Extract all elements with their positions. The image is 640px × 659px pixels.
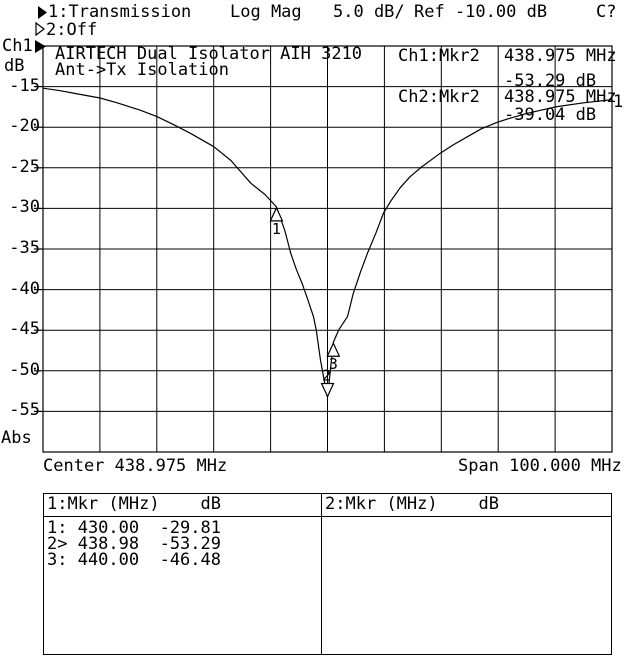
ref-level-label: Ref -10.00 dB <box>414 2 548 22</box>
channel-label: Ch1 <box>2 36 33 56</box>
marker-table-body-ch2 <box>322 517 611 520</box>
marker-table-row: 2> 438.98 -53.29 <box>47 534 221 554</box>
ch2-inactive-arrow-icon <box>35 21 45 37</box>
y-axis-label: -55 <box>9 400 40 421</box>
marker-3-number: 3 <box>329 355 338 373</box>
graph-title-line1: AIRTECH Dual Isolator AIH 3210 <box>55 44 363 64</box>
marker-table-header-ch1: 1:Mkr (MHz) dB <box>44 494 321 517</box>
graph-title-line2: Ant->Tx Isolation <box>55 60 229 80</box>
ref-level-arrow-icon <box>35 40 46 53</box>
y-axis-label: -15 <box>9 75 40 96</box>
y-axis-label: -50 <box>9 359 40 380</box>
cal-status-label: C? <box>596 2 617 22</box>
marker-table-body-ch1: 1: 430.00 -29.81 2> 438.98 -53.29 3: 440.0… <box>44 517 321 570</box>
marker-table-header-ch2: 2:Mkr (MHz) dB <box>322 494 611 517</box>
marker-3-symbol <box>326 341 341 357</box>
trace-number-label: 1 <box>613 92 624 112</box>
info-ch1-value: -53.29 dB <box>504 71 597 91</box>
y-unit-label: dB <box>4 56 25 76</box>
marker-1-number: 1 <box>272 220 281 238</box>
y-axis-label: -40 <box>9 278 40 299</box>
y-axis-label: -20 <box>9 116 40 137</box>
marker-1-symbol <box>269 206 284 222</box>
y-axis-label: -30 <box>9 197 40 218</box>
center-frequency-label: Center 438.975 MHz <box>43 456 228 476</box>
marker-table-row: 3: 440.00 -46.48 <box>47 550 221 570</box>
marker-table-panel-ch1: 1:Mkr (MHz) dB 1: 430.00 -29.81 2> 438.98… <box>44 494 322 654</box>
info-ch1-marker: Ch1:Mkr2 <box>398 46 480 66</box>
y-axis-label: -35 <box>9 238 40 258</box>
info-ch2-marker: Ch2:Mkr2 <box>398 87 480 107</box>
ch1-active-arrow-icon <box>38 6 47 19</box>
marker-table-row: 1: 430.00 -29.81 <box>47 518 221 538</box>
info-ch2-freq: 438.975 MHz <box>504 87 617 107</box>
info-ch1-freq: 438.975 MHz <box>504 46 617 66</box>
ch1-trace-label: 1:Transmission <box>48 2 192 22</box>
scale-label: 5.0 dB/ <box>333 2 405 22</box>
marker-2-symbol <box>320 382 335 398</box>
span-label: Span 100.000 MHz <box>458 456 622 476</box>
marker-table-panel-ch2: 2:Mkr (MHz) dB <box>322 494 611 654</box>
marker-2-number: 2 <box>322 367 331 385</box>
format-label: Log Mag <box>230 2 302 22</box>
info-ch2-value: -39.04 dB <box>504 105 597 125</box>
marker-table: 1:Mkr (MHz) dB 1: 430.00 -29.81 2> 438.98… <box>43 493 612 655</box>
y-axis-label: -45 <box>9 319 40 340</box>
y-axis-label: -25 <box>9 156 40 177</box>
abs-label: Abs <box>1 428 32 448</box>
ch2-trace-label: 2:Off <box>46 20 98 40</box>
